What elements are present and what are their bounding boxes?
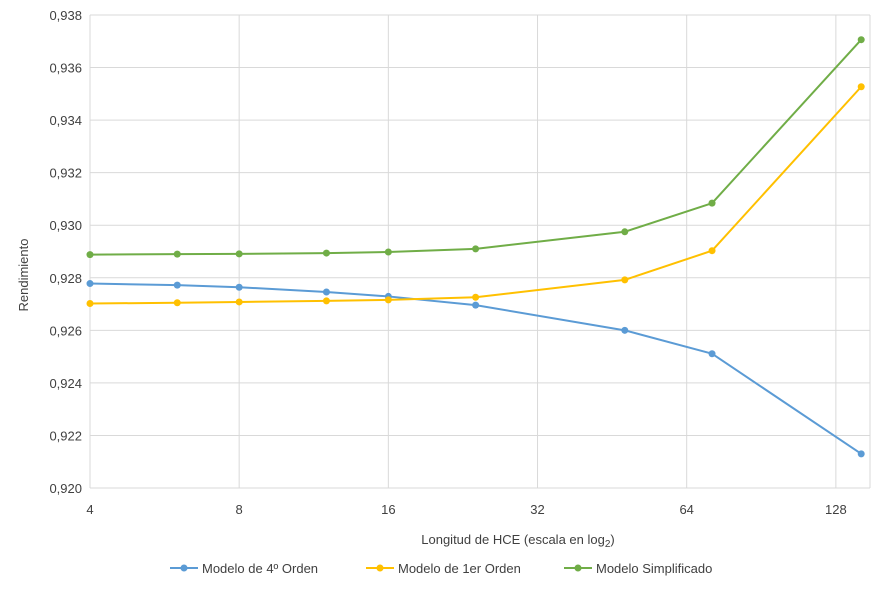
y-tick-label: 0,920 [49,481,82,496]
y-axis-title: Rendimiento [16,239,31,312]
data-point [322,249,330,257]
data-point [472,293,480,301]
data-point [621,326,629,334]
x-axis-title: Longitud de HCE (escala en log2) [421,532,614,550]
data-point [857,450,865,458]
data-point [173,299,181,307]
data-point [621,228,629,236]
data-point [472,301,480,309]
data-point [173,250,181,258]
series-line-3 [89,39,862,256]
series-line-2 [89,86,862,305]
legend-swatch-marker [376,564,384,572]
data-point [621,276,629,284]
data-point [173,281,181,289]
y-tick-label: 0,930 [49,218,82,233]
data-point [472,245,480,253]
legend-label: Modelo Simplificado [596,561,712,576]
data-point [86,251,94,259]
x-tick-label: 64 [679,502,693,517]
legend-swatch-marker [180,564,188,572]
legend-label: Modelo de 1er Orden [398,561,521,576]
gridlines [89,14,871,489]
x-tick-label: 128 [825,502,847,517]
data-point [322,297,330,305]
x-tick-label: 16 [381,502,395,517]
data-point [857,36,865,44]
data-point [235,283,243,291]
y-tick-label: 0,922 [49,428,82,443]
data-point [322,288,330,296]
legend: Modelo de 4º Orden Modelo de 1er Orden Mod… [170,561,712,576]
data-point [384,248,392,256]
x-tick-label: 4 [86,502,93,517]
y-tick-label: 0,932 [49,166,82,181]
legend-swatch-marker [574,564,582,572]
series-points [86,36,865,458]
x-tick-label: 8 [236,502,243,517]
x-axis-tick-labels: 4 8 16 32 64 128 [86,502,846,517]
data-point [708,247,716,255]
y-tick-label: 0,938 [49,8,82,23]
y-tick-label: 0,936 [49,61,82,76]
data-point [708,199,716,207]
data-point [86,280,94,288]
data-point [384,296,392,304]
data-point [235,250,243,258]
data-point [708,350,716,358]
y-tick-label: 0,926 [49,323,82,338]
x-axis-title-subscript: 2 [605,539,611,550]
series-line-1 [89,282,862,455]
y-tick-label: 0,934 [49,113,82,128]
y-tick-label: 0,924 [49,376,82,391]
data-point [86,300,94,308]
legend-label: Modelo de 4º Orden [202,561,318,576]
y-axis-tick-labels: 0,920 0,922 0,924 0,926 0,928 0,930 0,932 0,934… [49,8,82,496]
data-point [857,83,865,91]
y-tick-label: 0,928 [49,271,82,286]
data-point [235,298,243,306]
x-tick-label: 32 [530,502,544,517]
